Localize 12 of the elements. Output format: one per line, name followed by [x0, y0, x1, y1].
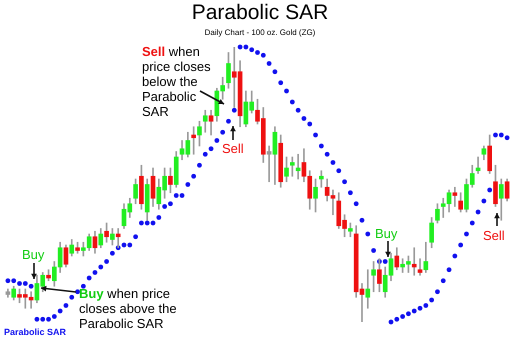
candlestick	[418, 258, 422, 276]
annotation: Sell when price closes below the Parabolic SAR	[142, 44, 211, 119]
candlestick	[476, 156, 480, 174]
chart-title: Parabolic SAR	[192, 1, 328, 25]
candlestick	[208, 110, 214, 136]
series-label: Parabolic SAR	[4, 327, 66, 337]
annotation: Buy	[22, 247, 44, 262]
annotation: Buy when price closes above the Parabolic SAR	[79, 286, 177, 331]
annotation: Sell	[222, 141, 244, 156]
chart-subtitle: Daily Chart - 100 oz. Gold (ZG)	[204, 28, 316, 38]
annotation: Sell	[483, 228, 505, 243]
annotation: Buy	[375, 226, 398, 241]
